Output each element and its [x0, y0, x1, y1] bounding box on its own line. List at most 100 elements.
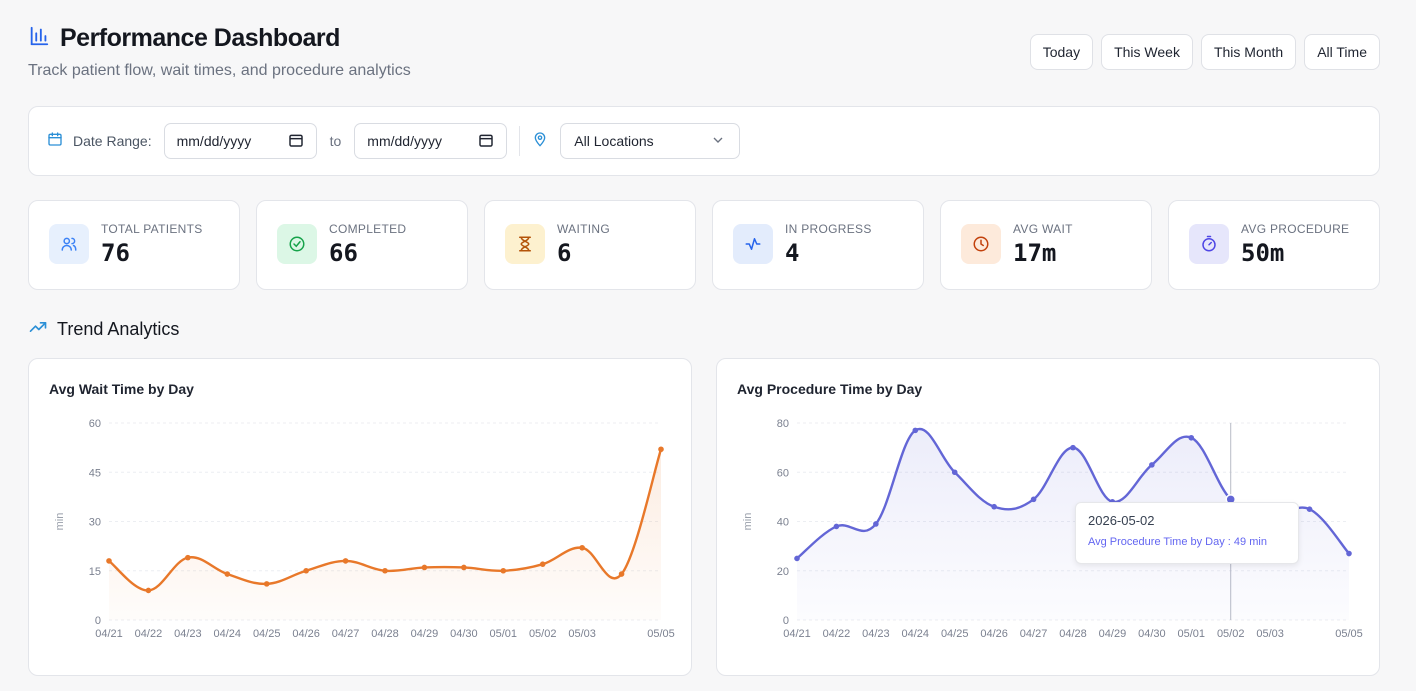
x-tick-label: 05/02	[1217, 628, 1245, 640]
x-tick-label: 04/28	[1059, 628, 1087, 640]
data-point	[912, 427, 919, 434]
this-week-button[interactable]: This Week	[1101, 34, 1193, 70]
chart-title: Avg Procedure Time by Day	[737, 381, 923, 397]
data-point	[461, 564, 467, 571]
date-range-label: Date Range:	[73, 133, 152, 149]
stat-card-avg-procedure: AVG PROCEDURE 50m	[1168, 200, 1380, 290]
data-point	[1306, 506, 1313, 512]
y-tick-label: 0	[95, 615, 101, 627]
y-tick-label: 40	[777, 517, 789, 529]
start-date-value: mm/dd/yyyy	[176, 133, 252, 149]
x-tick-label: 05/03	[568, 628, 596, 640]
chart-title: Avg Wait Time by Day	[49, 381, 194, 397]
x-tick-label: 04/29	[411, 628, 439, 640]
data-point	[951, 469, 958, 476]
this-month-button[interactable]: This Month	[1200, 34, 1297, 70]
data-point	[618, 571, 625, 577]
series-area	[109, 449, 661, 620]
section-title-text: Trend Analytics	[57, 319, 180, 339]
stat-label: TOTAL PATIENTS	[101, 221, 203, 236]
to-label: to	[329, 133, 342, 149]
y-axis-label: min	[54, 513, 66, 531]
stat-card-completed: COMPLETED 66	[256, 200, 468, 290]
x-tick-label: 04/26	[292, 628, 320, 640]
calendar-icon	[47, 131, 63, 152]
calendar-picker-icon[interactable]	[288, 132, 304, 151]
end-date-input[interactable]: mm/dd/yyyy	[354, 123, 508, 159]
data-point	[263, 581, 270, 587]
bar-chart-icon	[28, 25, 50, 52]
page-subtitle: Track patient flow, wait times, and proc…	[28, 62, 411, 79]
x-tick-label: 04/23	[174, 628, 202, 640]
data-point	[1346, 550, 1352, 557]
y-tick-label: 0	[783, 615, 789, 627]
chevron-down-icon	[710, 132, 726, 151]
x-tick-label: 04/30	[1138, 628, 1166, 640]
stat-card-total-patients: TOTAL PATIENTS 76	[28, 200, 240, 290]
data-point	[873, 521, 879, 527]
check-circle-icon	[277, 224, 317, 264]
x-tick-label: 04/28	[371, 628, 399, 640]
x-tick-label: 04/30	[450, 628, 478, 640]
data-point	[224, 571, 231, 577]
y-tick-label: 80	[777, 418, 789, 430]
calendar-picker-icon[interactable]	[478, 132, 494, 151]
data-point	[303, 567, 309, 574]
tooltip-value: Avg Procedure Time by Day : 49 min	[1088, 536, 1267, 548]
stat-card-avg-wait: AVG WAIT 17m	[940, 200, 1152, 290]
end-date-value: mm/dd/yyyy	[367, 133, 442, 149]
data-point	[342, 558, 349, 564]
timer-icon	[1189, 224, 1229, 264]
x-tick-label: 05/05	[647, 628, 675, 640]
data-point	[833, 523, 840, 530]
stat-value: 66	[329, 238, 358, 267]
data-point	[579, 544, 585, 551]
wait-time-plot: 0 15 30 45 60 min 04/21 04/22 04/23 04/24 04/25 04/…	[54, 418, 675, 640]
location-value: All Locations	[574, 133, 654, 149]
stat-label: AVG WAIT	[1013, 221, 1073, 236]
data-point	[382, 567, 388, 574]
y-tick-label: 60	[777, 467, 789, 479]
stat-label: AVG PROCEDURE	[1241, 221, 1350, 236]
all-time-button[interactable]: All Time	[1304, 34, 1380, 70]
data-point	[1188, 434, 1195, 441]
data-point	[1149, 462, 1155, 468]
x-tick-label: 04/27	[1020, 628, 1048, 640]
data-point	[539, 561, 546, 567]
tooltip-date: 2026-05-02	[1088, 513, 1155, 528]
x-tick-label: 05/02	[529, 628, 557, 640]
procedure-time-plot: 0 20 40 60 80 min 04/21 04/22 04/23 04/24 04/25 04/…	[742, 418, 1363, 640]
stat-label: IN PROGRESS	[785, 221, 872, 236]
y-tick-label: 60	[89, 418, 101, 430]
stat-label: COMPLETED	[329, 221, 407, 236]
x-tick-label: 04/27	[332, 628, 360, 640]
stat-card-in-progress: IN PROGRESS 4	[712, 200, 924, 290]
activity-icon	[733, 224, 773, 264]
chart-tooltip: 2026-05-02 Avg Procedure Time by Day : 4…	[1075, 502, 1299, 564]
stat-value: 17m	[1013, 238, 1057, 267]
location-select[interactable]: All Locations	[560, 123, 741, 159]
section-title: Trend Analytics	[28, 317, 179, 342]
start-date-input[interactable]: mm/dd/yyyy	[163, 123, 317, 159]
x-tick-label: 05/03	[1256, 628, 1284, 640]
x-tick-label: 05/01	[490, 628, 518, 640]
y-axis-label: min	[742, 513, 754, 531]
data-point	[1070, 444, 1076, 451]
procedure-time-chart: Avg Procedure Time by Day 0 20 40 60 80 min 04…	[716, 358, 1380, 676]
data-point	[658, 446, 664, 453]
page-title: Performance Dashboard	[60, 24, 340, 52]
x-tick-label: 04/25	[253, 628, 281, 640]
x-tick-label: 04/29	[1099, 628, 1127, 640]
map-pin-icon	[532, 131, 548, 152]
x-tick-label: 04/21	[783, 628, 811, 640]
stat-value: 76	[101, 238, 130, 267]
users-icon	[49, 224, 89, 264]
y-tick-label: 20	[777, 566, 789, 578]
data-point	[991, 503, 997, 510]
y-tick-label: 45	[89, 467, 101, 479]
stat-value: 6	[557, 238, 572, 267]
data-point	[185, 554, 191, 561]
today-button[interactable]: Today	[1029, 34, 1094, 70]
x-tick-label: 04/24	[214, 628, 242, 640]
x-tick-label: 04/23	[862, 628, 890, 640]
